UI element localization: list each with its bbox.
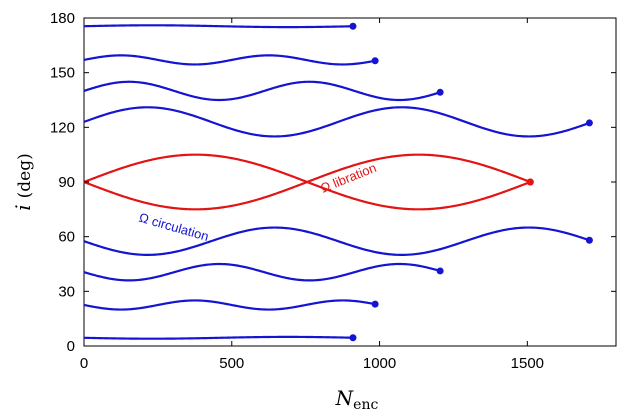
y-tick-label: 180	[50, 10, 75, 27]
series-circulation-line-9	[83, 335, 353, 340]
series-circulation-line-8	[83, 299, 376, 311]
x-tick-label: 1500	[511, 355, 544, 372]
series-circulation-line-7	[83, 262, 441, 282]
annotation-label: Ω libration	[318, 160, 378, 196]
series-circulation-endpoint-9	[349, 334, 357, 342]
series-circulation-endpoint-7	[436, 267, 444, 275]
x-tick-label: 0	[80, 355, 88, 372]
annotation-group: Ω circulation Ω libration	[137, 160, 378, 244]
y-tick-label: 0	[67, 338, 75, 355]
series-circulation-endpoint-3	[585, 119, 593, 127]
series-circulation-line-1	[83, 54, 376, 66]
series-circulation-line-0	[83, 24, 353, 29]
series-circulation-endpoint-8	[371, 300, 379, 308]
y-axis-title: i(deg)	[11, 153, 35, 211]
series-circulation-endpoint-1	[371, 57, 379, 65]
x-tick-label: 500	[219, 355, 244, 372]
series-libration-endpoint-5	[526, 178, 534, 186]
series-libration-line-5	[83, 153, 531, 211]
tick-group: 0 500 1000 1500 0 30 60 90 120 150 180	[50, 10, 616, 372]
series-group	[83, 22, 593, 342]
series-circulation-line-6	[83, 226, 590, 256]
y-tick-label: 150	[50, 65, 75, 82]
y-tick-label: 90	[58, 174, 75, 191]
series-circulation-line-2	[83, 80, 441, 102]
annotation-label: Ω circulation	[137, 210, 210, 244]
series-circulation-endpoint-2	[436, 88, 444, 96]
y-tick-label: 30	[58, 283, 75, 300]
series-circulation-line-3	[83, 106, 590, 138]
y-tick-label: 60	[58, 229, 75, 246]
y-tick-label: 120	[50, 119, 75, 136]
series-circulation-endpoint-6	[585, 236, 593, 244]
x-tick-label: 1000	[363, 355, 396, 372]
x-axis-title: Nenc	[335, 386, 379, 412]
series-circulation-endpoint-0	[349, 22, 357, 30]
